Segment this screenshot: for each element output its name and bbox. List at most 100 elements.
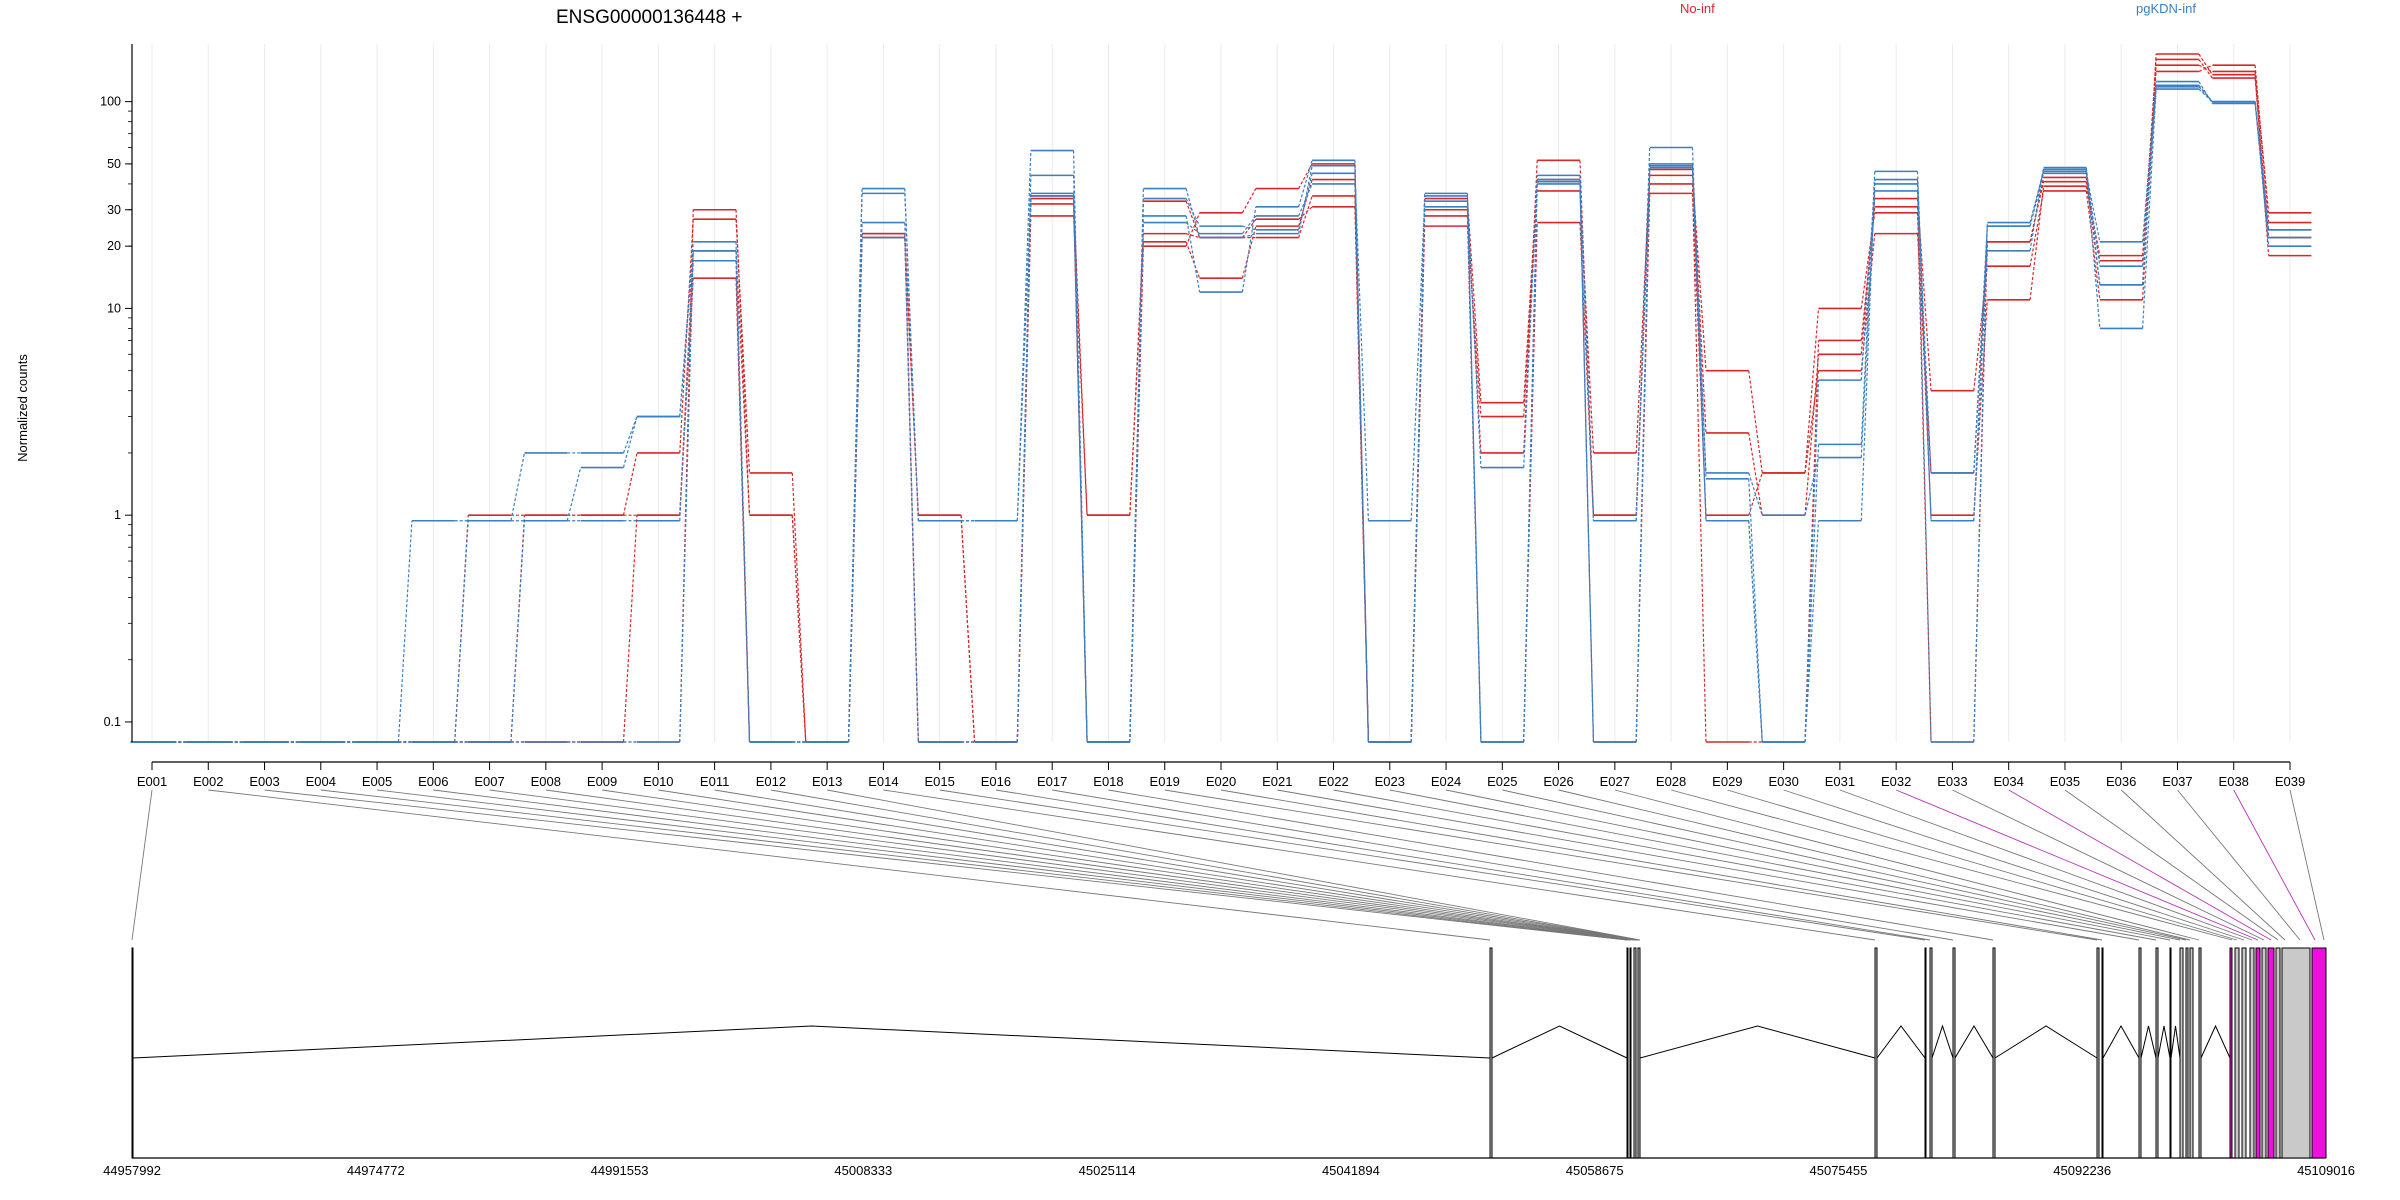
connector-segment	[1242, 225, 1257, 231]
connector-segment	[1241, 215, 1257, 234]
y-tick-label: 50	[107, 157, 121, 171]
connector-segment	[1973, 222, 1988, 743]
connector-segment	[1916, 171, 1932, 521]
y-tick-label: 1	[114, 508, 121, 522]
connector-segment	[1129, 233, 1144, 516]
intron-line	[1931, 1024, 1954, 1059]
connector-segment	[2029, 171, 2045, 223]
exon-connector	[1220, 789, 2103, 941]
exon-connector	[1108, 789, 1994, 941]
exon-label-e022: E022	[1318, 774, 1348, 789]
connector-segment	[1185, 241, 1201, 279]
exon-label-e025: E025	[1487, 774, 1517, 789]
exon-label-e018: E018	[1093, 774, 1123, 789]
exon-block	[2189, 947, 2194, 1159]
exon-label-e011: E011	[700, 774, 729, 789]
connector-segment	[1298, 206, 1313, 220]
intron-line	[1994, 1025, 2098, 1059]
exon-connector	[208, 789, 1491, 941]
connector-segment	[960, 515, 976, 743]
exon-label-e032: E032	[1881, 774, 1911, 789]
connector-segment	[735, 209, 751, 516]
connector-segment	[622, 416, 638, 454]
exon-block	[2155, 947, 2159, 1159]
connector-segment	[1579, 175, 1595, 521]
connector-segment	[1016, 193, 1032, 743]
exon-label-e009: E009	[587, 774, 617, 789]
genomic-position-label: 45092236	[2053, 1163, 2111, 1178]
connector-segment	[1916, 183, 1932, 743]
exon-connector	[1052, 789, 1954, 941]
exon-label-e033: E033	[1937, 774, 1967, 789]
connector-segment	[679, 250, 694, 417]
exon-label-e015: E015	[924, 774, 954, 789]
connector-segment	[960, 515, 976, 743]
connector-segment	[622, 515, 638, 743]
exon-label-e013: E013	[812, 774, 842, 789]
gridlines	[151, 44, 2291, 742]
connector-segment	[1185, 233, 1200, 239]
connector-segment	[904, 237, 919, 743]
exon-label-e026: E026	[1543, 774, 1573, 789]
exon-label-e002: E002	[193, 774, 223, 789]
exon-connector	[1277, 789, 2140, 941]
exon-label-e006: E006	[418, 774, 448, 789]
exon-connector	[264, 789, 1628, 941]
exon-connector	[489, 789, 1635, 941]
connector-segment	[1185, 215, 1201, 293]
connector-segment	[1466, 226, 1482, 417]
connector-segment	[1748, 520, 1763, 743]
gene-model	[131, 947, 2327, 1159]
exon-label-e017: E017	[1037, 774, 1067, 789]
connector-segment	[2198, 86, 2213, 103]
connector-segment	[1185, 188, 1201, 238]
connector-segment	[679, 278, 694, 516]
connector-segment	[1410, 201, 1426, 521]
exon-block	[1629, 947, 1632, 1159]
exon-label-e031: E031	[1825, 774, 1855, 789]
connector-segment	[1973, 266, 1988, 391]
x-axis-ticks: E001 E002 E003 E004 E005 E006 E007 E008 E009 E010…	[137, 762, 2305, 789]
exon-connector	[883, 789, 1876, 941]
exon-block	[1952, 947, 1956, 1159]
y-tick-label: 10	[107, 301, 121, 315]
exon-block	[2198, 947, 2202, 1159]
connector-segment	[2198, 59, 2213, 79]
exon-block	[2234, 947, 2240, 1159]
exon-block	[2185, 947, 2189, 1159]
exon-label-e010: E010	[643, 774, 673, 789]
connector-segment	[679, 250, 694, 743]
connector-segment	[1523, 179, 1538, 468]
exon-block	[1633, 947, 1637, 1159]
exon-connector	[1502, 789, 2187, 941]
intron-line	[2157, 1025, 2171, 1059]
exon-connector	[2008, 789, 2272, 941]
connector-segment	[2085, 173, 2101, 242]
exon-block-highlighted	[2229, 947, 2233, 1159]
exon-connector	[1558, 789, 2191, 941]
connector-segment	[847, 237, 863, 743]
connector-segment	[1410, 206, 1426, 743]
intron-line	[2200, 1024, 2231, 1059]
connector-segment	[791, 515, 807, 743]
connector-segment	[1804, 380, 1820, 743]
exon-block-highlighted	[2267, 947, 2275, 1159]
connector-segment	[2254, 101, 2270, 247]
exon-connector	[1164, 789, 2098, 941]
exon-connector	[2177, 789, 2301, 941]
exon-connector	[770, 789, 1640, 941]
exon-connector	[1783, 789, 2245, 941]
connector-segment	[622, 416, 638, 468]
exon-label-e028: E028	[1656, 774, 1686, 789]
connector-segment	[1691, 193, 1707, 516]
exon-label-e008: E008	[531, 774, 561, 789]
connector-segment	[1860, 171, 1876, 445]
genomic-position-label: 45008333	[834, 1163, 892, 1178]
exon-connector	[320, 789, 1629, 941]
y-axis-ticks: 0.1 1 10 20 30 50 100	[100, 95, 132, 729]
genomic-position-label: 45075455	[1810, 1163, 1868, 1178]
connector-segment	[397, 520, 413, 743]
connector-segment	[1185, 198, 1201, 227]
connector-segment	[1635, 167, 1651, 521]
